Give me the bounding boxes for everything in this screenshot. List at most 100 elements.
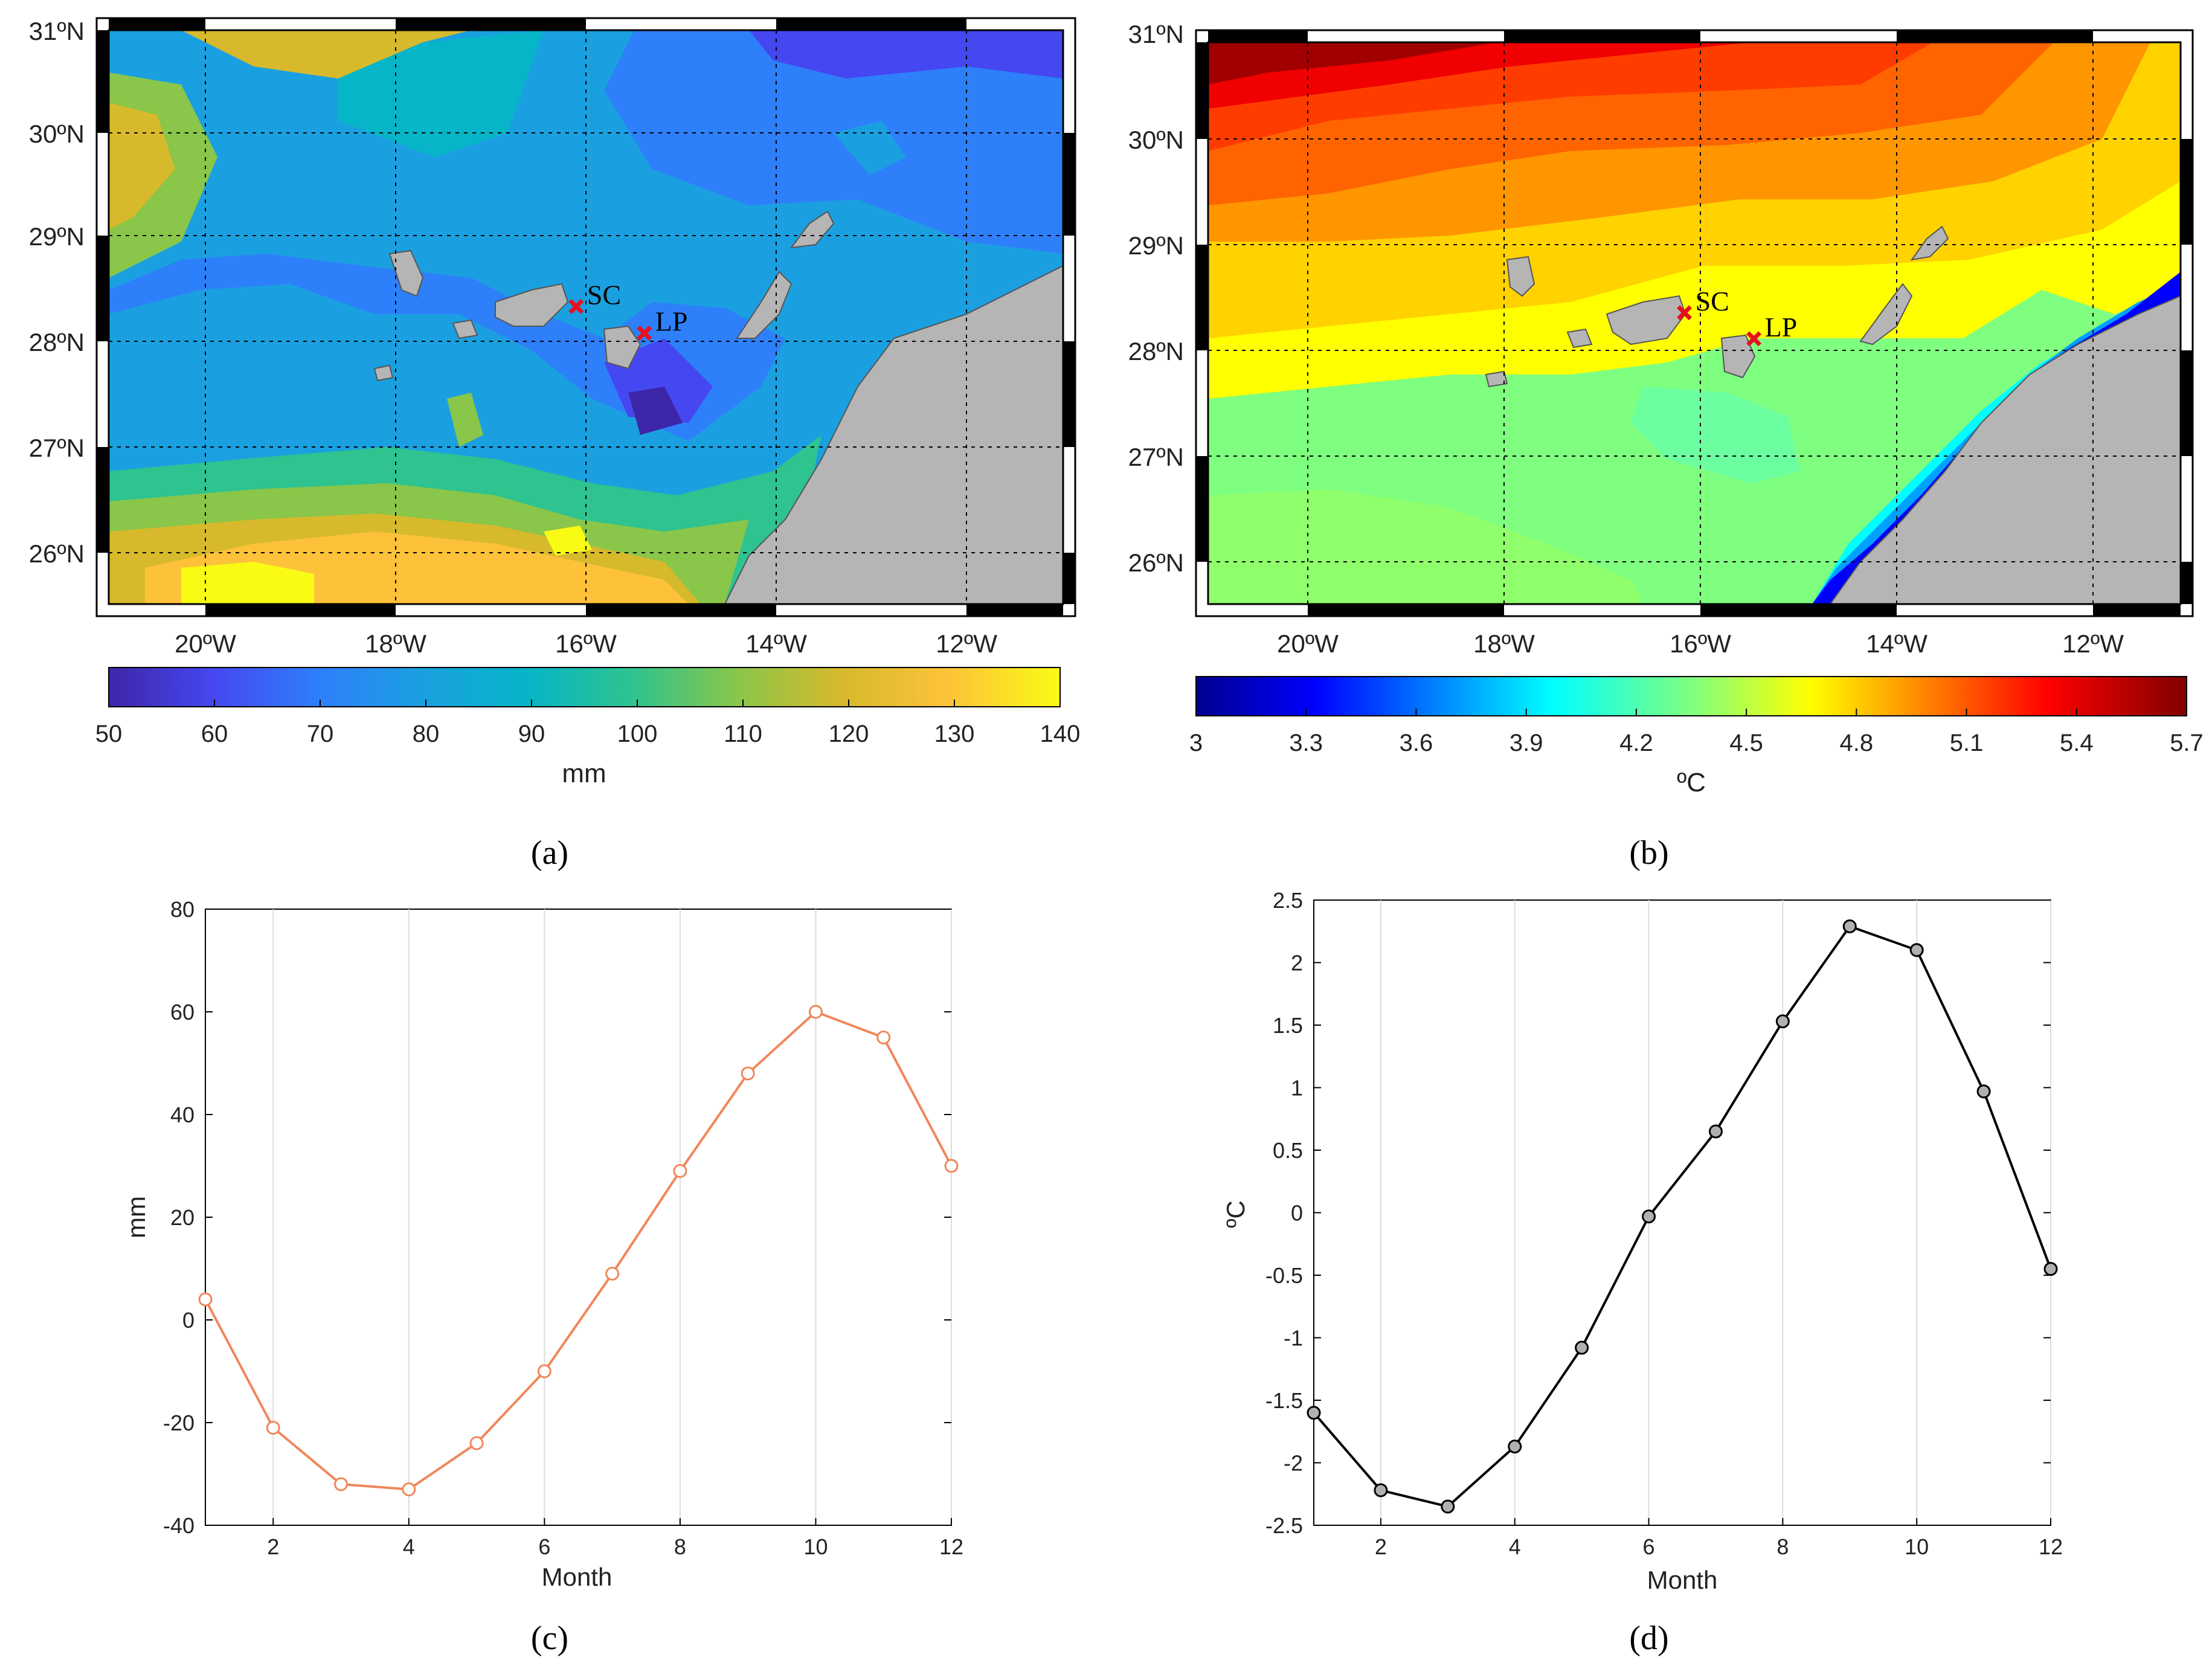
data-point <box>1976 1084 1991 1099</box>
island <box>388 249 424 297</box>
colorbar-b: 3 3.3 3.6 3.9 4.2 4.5 4.8 5.1 5.4 5.7 ºC <box>1189 676 2204 797</box>
contour-fill <box>109 254 785 441</box>
colorbar-tick-label: 3.9 <box>1509 730 1543 756</box>
data-point <box>2043 1262 2058 1276</box>
y-tick-label: 2.5 <box>1273 888 1303 913</box>
y-tick-label: -20 <box>163 1411 195 1435</box>
site-marker-sc: SC <box>1677 286 1729 321</box>
data-point <box>673 1164 687 1178</box>
data-point <box>741 1066 755 1081</box>
data-point <box>1708 1124 1723 1139</box>
plot-c-ylabel: mm <box>122 1196 150 1238</box>
panel-label-b: (b) <box>1629 834 1668 872</box>
y-tick-label: 0 <box>1291 1201 1303 1226</box>
contour-fill <box>181 562 314 604</box>
contour-fill <box>604 30 1063 254</box>
x-tick-label: 8 <box>1776 1534 1789 1559</box>
island-lanzarote <box>1910 225 1949 261</box>
island-fuerteventura <box>736 271 793 339</box>
data-point <box>1642 1209 1656 1224</box>
y-tick-label: -1.5 <box>1265 1388 1303 1413</box>
data-point <box>1575 1340 1589 1355</box>
map-lat-tick-label: 31ºN <box>29 17 85 45</box>
island-tenerife <box>495 283 569 327</box>
map-lon-tick-label: 18ºW <box>365 629 426 658</box>
island-lanzarote <box>789 210 835 249</box>
panel-c-line-chart: 2 4 6 8 10 12 -40 -20 0 20 40 60 80 Month mm <box>122 897 963 1591</box>
colorbar-a-label: mm <box>562 759 606 788</box>
map-a-axes: 31ºN 30ºN 29ºN 28ºN 27ºN 26ºN 20ºW 18ºW 16ºW 14ºW… <box>29 17 998 658</box>
y-tick-label: -1 <box>1284 1326 1303 1351</box>
map-lat-tick-label: 27ºN <box>1128 443 1184 471</box>
site-label-sc: SC <box>1696 286 1729 317</box>
site-cross <box>1677 305 1693 321</box>
map-lon-tick-label: 20ºW <box>1277 629 1339 658</box>
colorbar-tick-label: 140 <box>1040 721 1081 747</box>
data-point <box>469 1436 484 1450</box>
island-gran-canaria <box>1720 334 1756 379</box>
data-point <box>198 1292 213 1307</box>
colorbar-b-label: ºC <box>1677 768 1706 797</box>
y-tick-label: -0.5 <box>1265 1263 1303 1288</box>
colorbar-tick-label: 4.8 <box>1840 730 1874 756</box>
y-tick-label: 0.5 <box>1273 1138 1303 1163</box>
panel-a-map: SC LP 31ºN 30ºN 29ºN 28ºN 27ºN 26ºN 20ºW 18ºW 16º… <box>29 17 1076 658</box>
y-tick-label: 20 <box>170 1205 195 1230</box>
x-tick-label: 4 <box>403 1534 415 1559</box>
map-lon-tick-label: 14ºW <box>745 629 807 658</box>
colorbar-tick-label: 90 <box>518 721 545 747</box>
panel-label-a: (a) <box>531 834 568 872</box>
panel-b-map: SC LP 31ºN 30ºN 29ºN 28ºN 27ºN 26ºN 20ºW 18ºW 16º… <box>1128 20 2194 658</box>
colorbar-tick-label: 60 <box>201 721 228 747</box>
colorbar-a: 50 60 70 80 90 100 110 120 130 140 mm <box>95 667 1081 788</box>
data-point <box>1842 919 1857 933</box>
x-tick-label: 4 <box>1509 1534 1521 1559</box>
y-tick-label: -2 <box>1284 1451 1303 1476</box>
colorbar-tick-label: 4.2 <box>1619 730 1653 756</box>
data-point <box>876 1031 891 1044</box>
map-lat-tick-label: 26ºN <box>29 539 85 568</box>
map-a-grid <box>109 30 1063 604</box>
colorbar-tick-label: 70 <box>307 721 334 747</box>
map-a-checker-border <box>97 18 1075 616</box>
site-label-sc: SC <box>587 279 621 310</box>
map-lon-tick-label: 16ºW <box>1670 629 1731 658</box>
contour-fill <box>749 30 1063 79</box>
contour-fill <box>338 30 544 157</box>
map-b-contours <box>1208 42 2181 604</box>
data-point <box>1909 943 1924 957</box>
plot-d-xlabel: Month <box>1647 1566 1718 1594</box>
y-tick-label: 60 <box>170 1000 195 1025</box>
map-lon-tick-label: 16ºW <box>555 629 617 658</box>
map-lat-tick-label: 27ºN <box>29 434 85 462</box>
site-cross <box>637 325 652 341</box>
map-lat-tick-label: 31ºN <box>1128 20 1184 48</box>
data-point <box>1775 1014 1790 1029</box>
colorbar-tick-label: 3.6 <box>1400 730 1433 756</box>
site-marker-sc: SC <box>568 279 621 314</box>
plot-d-area <box>1313 899 2051 1526</box>
map-lat-tick-label: 30ºN <box>29 120 85 148</box>
map-b-sites: SC LP <box>1677 286 1797 347</box>
colorbar-tick-label: 5.7 <box>2170 730 2204 756</box>
island-fuerteventura <box>1859 283 1913 346</box>
panel-label-d: (d) <box>1629 1620 1668 1657</box>
map-lat-tick-label: 26ºN <box>1128 549 1184 577</box>
series-line <box>204 1010 953 1491</box>
data-point <box>537 1364 551 1379</box>
series-line <box>1313 925 2052 1508</box>
island <box>373 364 394 382</box>
colorbar-tick-label: 130 <box>934 721 975 747</box>
y-tick-label: 1 <box>1291 1076 1303 1101</box>
data-point <box>1508 1440 1522 1454</box>
map-b-axes: 31ºN 30ºN 29ºN 28ºN 27ºN 26ºN 20ºW 18ºW 16ºW 14ºW… <box>1128 20 2124 658</box>
data-point <box>944 1159 959 1173</box>
map-a-contours <box>109 30 1063 604</box>
map-b-checker-border <box>1196 30 2193 616</box>
contour-fill <box>109 103 175 230</box>
x-tick-label: 10 <box>803 1534 828 1559</box>
colorbar-tick-label: 3 <box>1189 730 1203 756</box>
map-lon-tick-label: 14ºW <box>1866 629 1927 658</box>
map-lat-tick-label: 28ºN <box>29 328 85 356</box>
